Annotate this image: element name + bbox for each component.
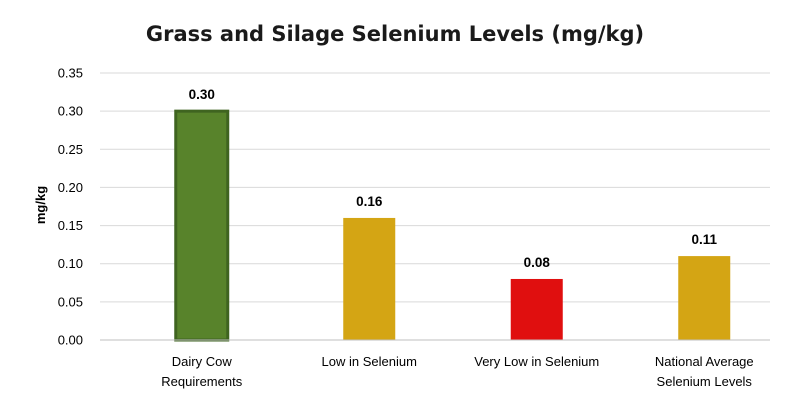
- category-label: Requirements: [161, 374, 242, 389]
- bar: [510, 278, 563, 340]
- x-axis-categories: Dairy Cow Requirements Low in Selenium Very…: [161, 354, 753, 389]
- data-label: 0.30: [189, 87, 215, 102]
- bar: [174, 109, 230, 342]
- y-tick-label: 0.10: [58, 256, 83, 271]
- bar: [678, 256, 731, 340]
- y-tick-label: 0.00: [58, 333, 83, 348]
- data-label: 0.16: [356, 194, 383, 209]
- data-label: 0.08: [524, 255, 551, 270]
- category-label: National Average: [655, 354, 754, 369]
- category-label: Very Low in Selenium: [474, 354, 599, 369]
- y-tick-label: 0.30: [58, 104, 83, 119]
- y-tick-label: 0.20: [58, 180, 83, 195]
- y-tick-label: 0.15: [58, 218, 83, 233]
- data-label: 0.11: [691, 232, 717, 247]
- bar: [343, 217, 396, 340]
- y-tick-label: 0.35: [58, 66, 83, 81]
- y-tick-label: 0.05: [58, 294, 83, 309]
- category-label: Dairy Cow: [172, 354, 233, 369]
- data-labels: 0.30 0.16 0.08 0.11: [189, 87, 718, 270]
- chart-title: Grass and Silage Selenium Levels (mg/kg): [146, 22, 644, 46]
- category-label: Selenium Levels: [657, 374, 753, 389]
- y-axis-ticks: 0.00 0.05 0.10 0.15 0.20 0.25 0.30 0.35: [58, 66, 83, 348]
- y-tick-label: 0.25: [58, 142, 83, 157]
- y-axis-label: mg/kg: [33, 186, 48, 224]
- category-label: Low in Selenium: [322, 354, 417, 369]
